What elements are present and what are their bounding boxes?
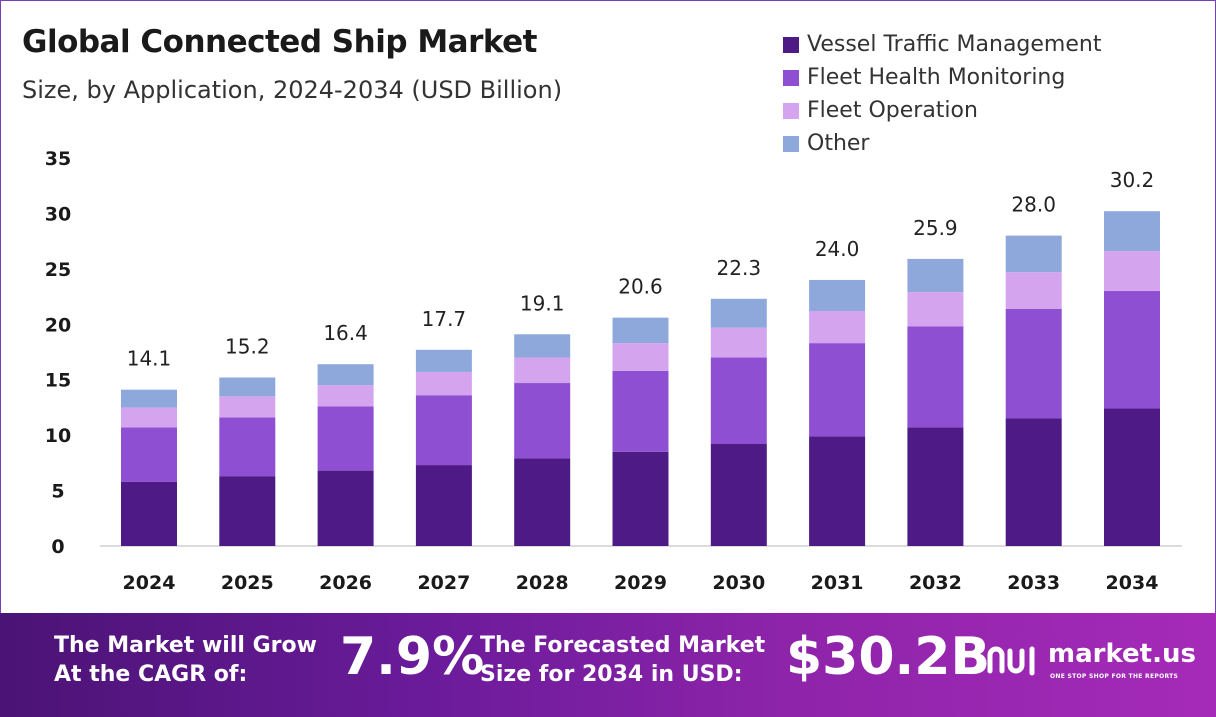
brand-tagline: ONE STOP SHOP FOR THE REPORTS <box>1050 673 1179 680</box>
bar-segment-other <box>1005 235 1062 273</box>
legend-item-fleet-operation: Fleet Operation <box>783 94 1101 127</box>
chart-title: Global Connected Ship Market <box>22 24 538 60</box>
bar-segment-vessel-traffic-management <box>219 476 276 546</box>
bar-total-label: 19.1 <box>520 291 565 315</box>
bar-total-label: 24.0 <box>815 237 860 261</box>
bar-segment-vessel-traffic-management <box>1104 408 1160 546</box>
bar-segment-fleet-health-monitoring <box>219 417 276 477</box>
legend-swatch <box>783 36 799 53</box>
bar-total-label: 28.0 <box>1011 193 1056 217</box>
legend-item-vessel-traffic-management: Vessel Traffic Management <box>783 28 1101 61</box>
y-tick-label: 35 <box>45 148 71 170</box>
legend-label: Fleet Operation <box>807 98 978 123</box>
bar-segment-fleet-operation <box>415 371 472 396</box>
x-tick-label: 2025 <box>221 572 274 594</box>
y-tick-label: 5 <box>51 481 64 503</box>
bar-segment-other <box>317 364 374 386</box>
x-tick-label: 2027 <box>417 572 470 594</box>
legend-swatch <box>783 135 799 152</box>
cagr-label: The Market will Grow At the CAGR of: <box>54 633 317 687</box>
legend-label: Vessel Traffic Management <box>807 32 1102 57</box>
bar-segment-fleet-operation <box>514 357 571 384</box>
x-tick-label: 2026 <box>319 572 372 594</box>
bar-segment-other <box>907 258 964 293</box>
bar-segment-other <box>612 317 669 344</box>
bar-segment-vessel-traffic-management <box>710 444 767 546</box>
y-tick-label: 25 <box>45 259 71 281</box>
legend-item-fleet-health-monitoring: Fleet Health Monitoring <box>783 61 1101 94</box>
bar-segment-fleet-health-monitoring <box>809 343 866 437</box>
bar-segment-fleet-operation <box>121 407 177 428</box>
x-tick-label: 2024 <box>123 572 176 594</box>
chart-subtitle: Size, by Application, 2024-2034 (USD Bil… <box>22 76 563 104</box>
bar-segment-fleet-operation <box>1104 251 1160 292</box>
bar-segment-vessel-traffic-management <box>809 436 866 546</box>
bar-segment-fleet-operation <box>1005 272 1062 309</box>
footer-banner: The Market will Grow At the CAGR of: 7.9… <box>0 613 1216 717</box>
bar-segment-other <box>809 279 866 311</box>
bar-segment-vessel-traffic-management <box>317 470 374 546</box>
y-tick-label: 0 <box>51 536 64 558</box>
bar-segment-fleet-health-monitoring <box>710 357 767 445</box>
bar-segment-fleet-health-monitoring <box>1005 308 1062 419</box>
bar-segment-fleet-health-monitoring <box>612 370 669 452</box>
bar-segment-other <box>121 389 177 408</box>
brand-name: market.us <box>1048 639 1196 669</box>
legend-swatch <box>783 102 799 119</box>
y-tick-label: 10 <box>45 425 71 447</box>
bar-segment-fleet-health-monitoring <box>317 406 374 471</box>
x-tick-label: 2032 <box>909 572 962 594</box>
bar-segment-other <box>710 298 767 328</box>
market-us-logo-icon <box>987 646 1035 676</box>
bar-segment-other <box>1104 211 1160 252</box>
stacked-bar-chart: 0510152025303514.1202415.2202516.4202617… <box>45 148 1182 594</box>
legend: Vessel Traffic Management Fleet Health M… <box>783 28 1101 160</box>
bar-segment-fleet-health-monitoring <box>907 326 964 428</box>
legend-label: Other <box>807 131 870 156</box>
bar-segment-other <box>415 349 472 372</box>
y-tick-label: 30 <box>45 203 71 225</box>
bar-segment-vessel-traffic-management <box>514 458 571 546</box>
y-tick-label: 20 <box>45 314 71 336</box>
y-tick-label: 15 <box>45 370 71 392</box>
bar-segment-vessel-traffic-management <box>1005 418 1062 546</box>
bar-total-label: 14.1 <box>127 347 172 371</box>
bar-segment-fleet-operation <box>219 396 276 418</box>
x-tick-label: 2031 <box>811 572 864 594</box>
bar-segment-fleet-health-monitoring <box>514 383 571 459</box>
x-tick-label: 2028 <box>516 572 569 594</box>
forecast-size-label: The Forecasted Market Size for 2034 in U… <box>480 633 766 687</box>
x-tick-label: 2033 <box>1007 572 1060 594</box>
bar-segment-vessel-traffic-management <box>907 427 964 546</box>
legend-label: Fleet Health Monitoring <box>807 65 1066 90</box>
bar-total-label: 30.2 <box>1110 168 1155 192</box>
forecast-size-value: $30.2B <box>786 627 991 687</box>
legend-item-other: Other <box>783 127 1101 160</box>
bar-segment-fleet-health-monitoring <box>121 427 177 482</box>
cagr-value: 7.9% <box>340 627 485 687</box>
x-tick-label: 2029 <box>614 572 667 594</box>
bar-segment-vessel-traffic-management <box>121 481 177 546</box>
bar-segment-fleet-operation <box>907 292 964 327</box>
bar-segment-other <box>219 377 276 397</box>
bar-segment-other <box>514 334 571 358</box>
bar-total-label: 17.7 <box>422 307 467 331</box>
bar-total-label: 16.4 <box>323 321 368 345</box>
x-tick-label: 2030 <box>712 572 765 594</box>
bar-total-label: 25.9 <box>913 216 958 240</box>
legend-swatch <box>783 69 799 86</box>
bar-segment-fleet-operation <box>710 327 767 358</box>
bar-segment-vessel-traffic-management <box>612 451 669 546</box>
bar-total-label: 20.6 <box>618 275 663 299</box>
bar-segment-fleet-operation <box>809 310 866 344</box>
bar-segment-fleet-operation <box>612 343 669 371</box>
bar-total-label: 22.3 <box>717 256 762 280</box>
bar-total-label: 15.2 <box>225 334 270 358</box>
bar-segment-vessel-traffic-management <box>415 465 472 546</box>
bar-segment-fleet-operation <box>317 385 374 407</box>
bar-segment-fleet-health-monitoring <box>1104 291 1160 409</box>
x-tick-label: 2034 <box>1106 572 1159 594</box>
bar-segment-fleet-health-monitoring <box>415 395 472 466</box>
